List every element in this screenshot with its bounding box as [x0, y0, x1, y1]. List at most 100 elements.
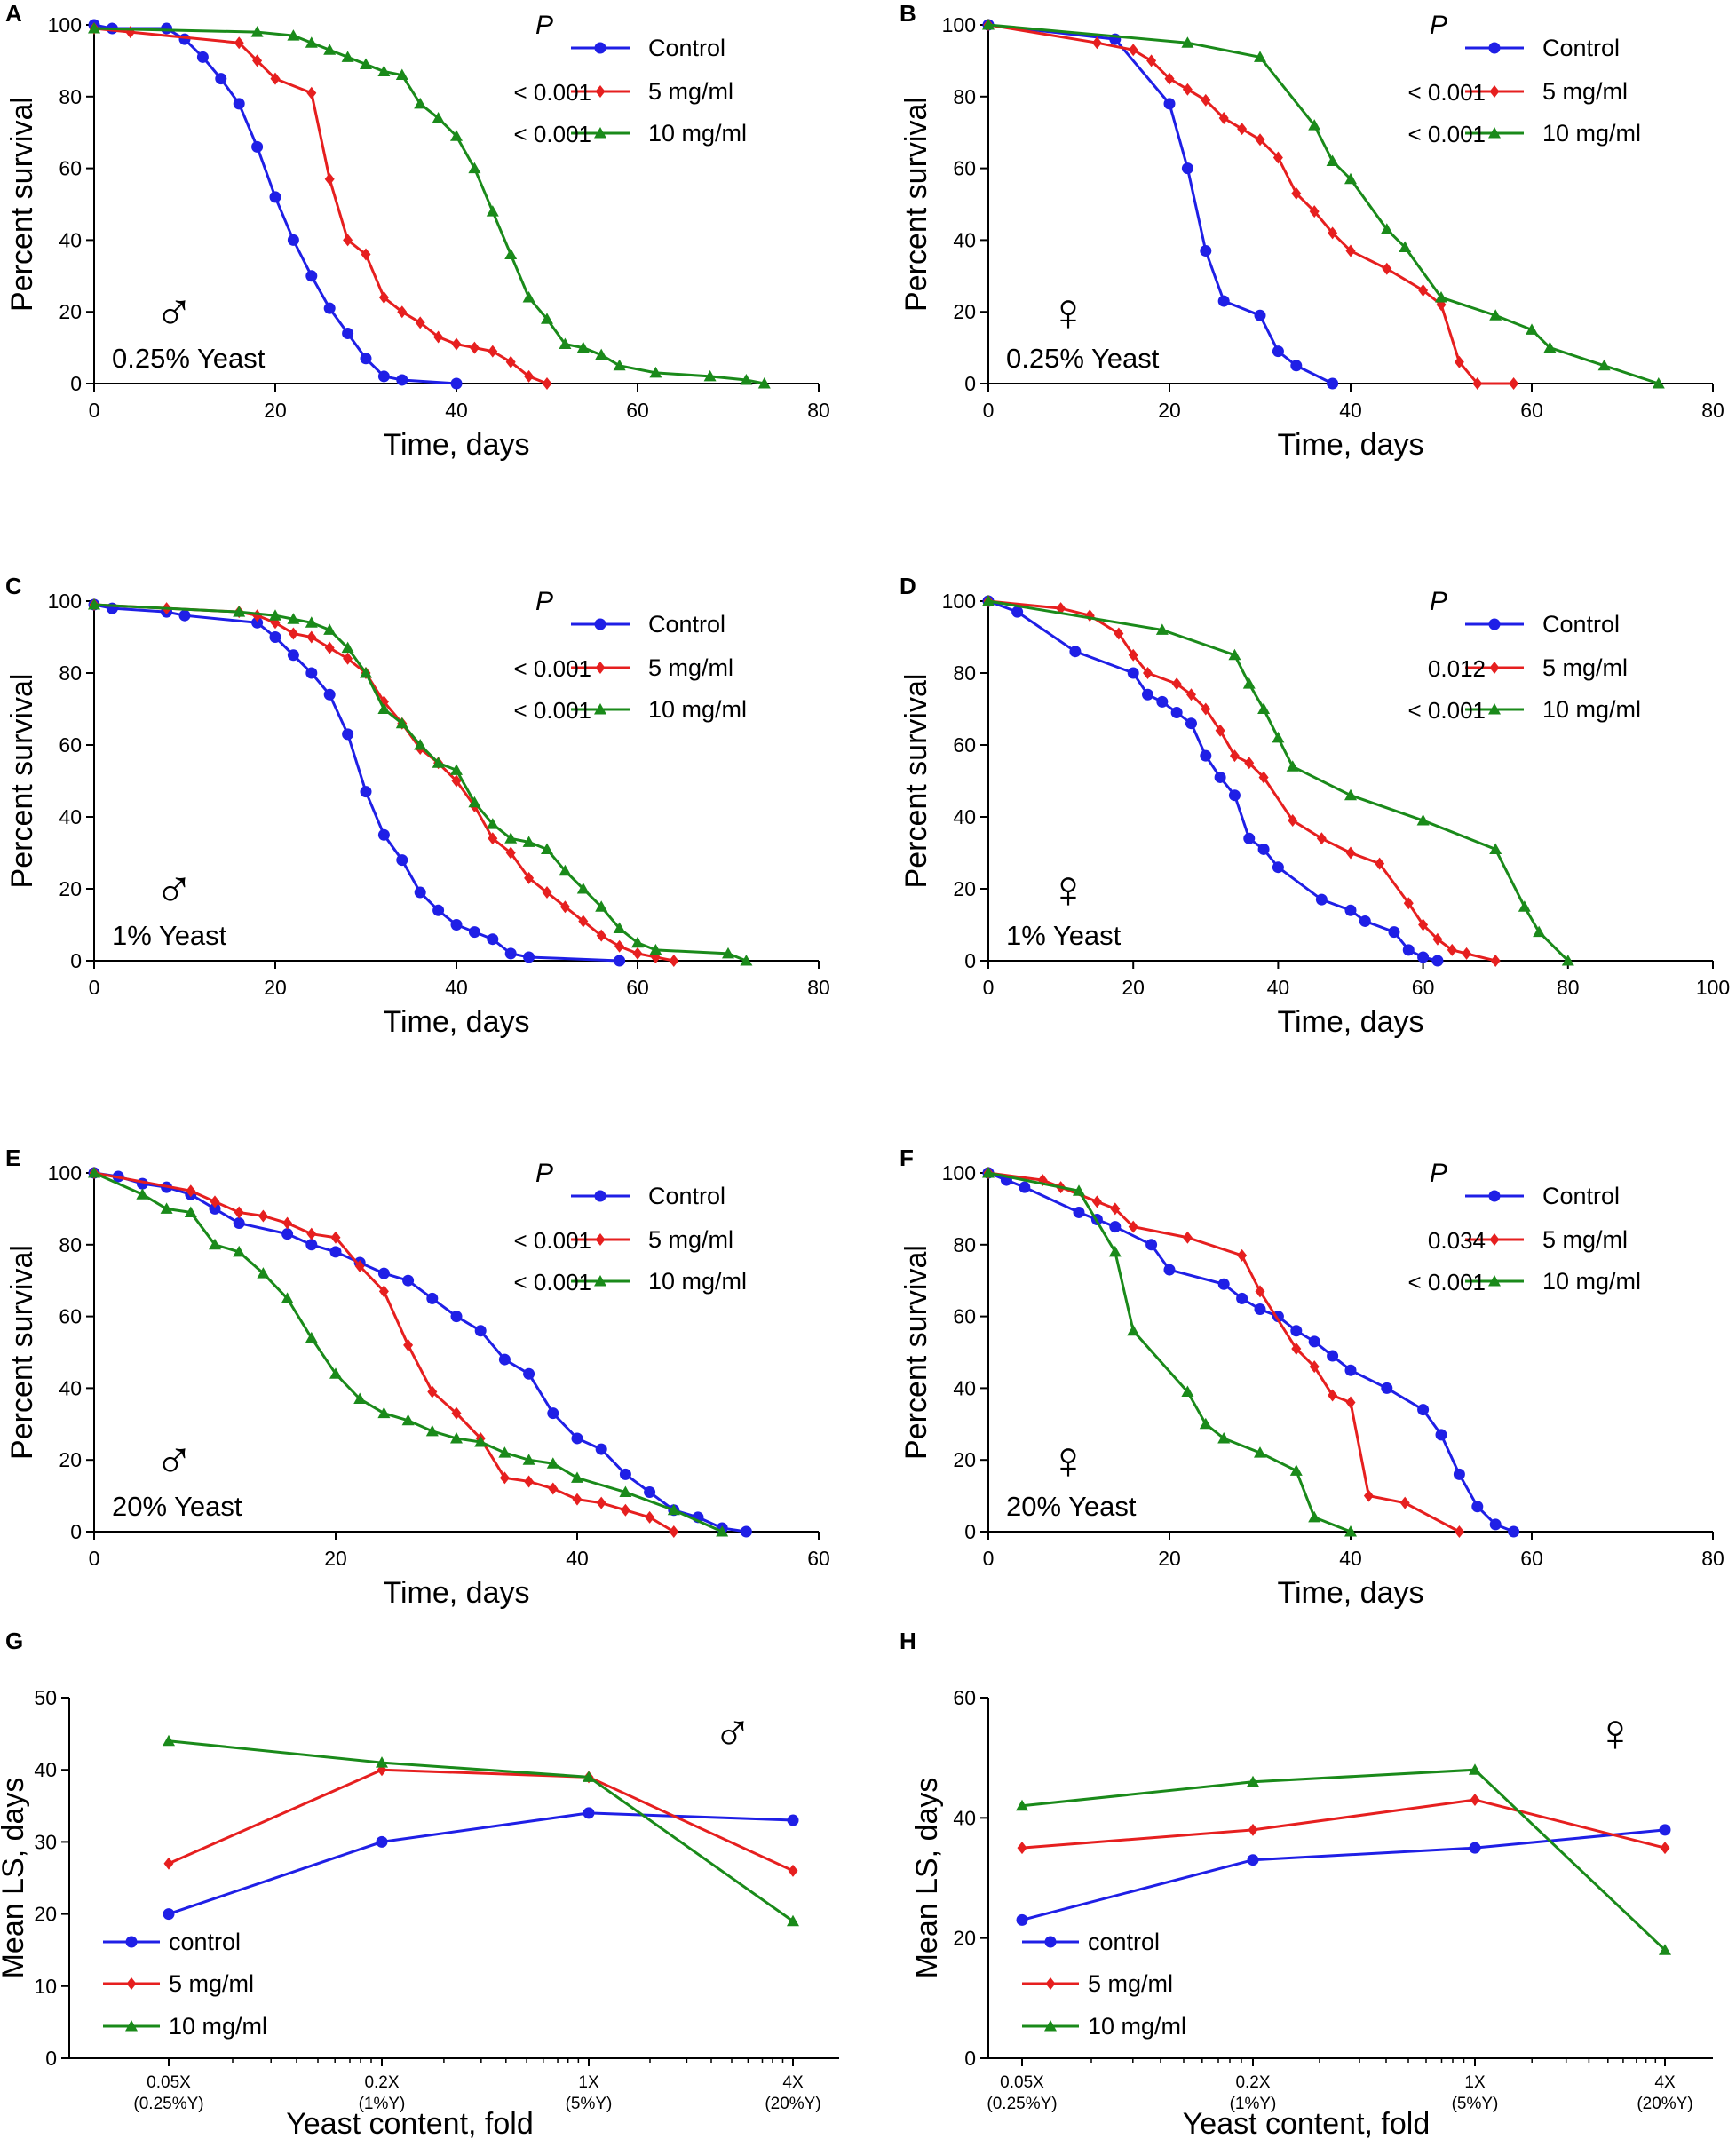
data-point: [613, 359, 626, 371]
panel-letter: B: [900, 0, 916, 27]
data-point: [703, 369, 717, 382]
data-point: [269, 191, 281, 203]
x-tick-label: 0: [983, 976, 995, 999]
data-point: [1435, 1429, 1447, 1441]
data-point: [305, 1239, 318, 1251]
x-category-sublabel: (5%Y): [1452, 2095, 1499, 2113]
data-point: [1128, 1220, 1138, 1233]
data-point: [1469, 1763, 1481, 1775]
data-point: [644, 1486, 656, 1499]
panel-letter: D: [900, 573, 916, 599]
data-point: [1182, 1231, 1193, 1244]
y-tick-label: 0: [964, 949, 976, 972]
y-tick-label: 100: [942, 590, 976, 613]
data-point: [281, 1292, 294, 1303]
panel-a: A 0 20 40 60 80 100 0 20 40 60 80 Time, days Percent …: [5, 0, 830, 462]
data-point: [161, 22, 173, 35]
pvalue-header: P: [1430, 11, 1447, 40]
data-point: [1257, 843, 1270, 855]
y-tick-label: 40: [953, 1376, 976, 1399]
data-point: [1308, 119, 1321, 131]
y-tick-label: 40: [953, 228, 976, 251]
data-point: [1164, 72, 1175, 85]
x-axis-title: Time, days: [1277, 428, 1423, 462]
data-point: [1200, 245, 1212, 257]
data-point: [1128, 44, 1138, 57]
data-point: [353, 1392, 367, 1405]
data-point: [1375, 857, 1385, 870]
data-point: [1508, 1525, 1520, 1538]
y-tick-label: 100: [942, 13, 976, 36]
x-tick-label: 40: [445, 976, 468, 999]
series-line: [168, 1768, 794, 1873]
data-point: [578, 915, 589, 928]
data-point: [163, 1908, 175, 1921]
legend-marker: [1488, 42, 1501, 54]
y-axis-title: Percent survival: [900, 674, 933, 889]
data-point: [1291, 186, 1302, 200]
diet-annotation: 0.25% Yeast: [1006, 343, 1160, 374]
data-point: [1128, 648, 1138, 662]
data-point: [1201, 702, 1211, 716]
data-point: [1363, 1489, 1374, 1502]
data-point: [450, 764, 463, 775]
data-point: [1288, 814, 1298, 828]
data-point: [1214, 771, 1226, 783]
data-point: [547, 1407, 559, 1420]
data-point: [1469, 1842, 1481, 1854]
y-tick-label: 60: [953, 157, 976, 180]
data-point: [1309, 205, 1320, 218]
data-point: [522, 836, 535, 847]
data-point: [1308, 1335, 1320, 1348]
data-point: [1471, 1501, 1484, 1513]
data-point: [1447, 943, 1457, 956]
data-point: [451, 774, 462, 788]
data-point: [1236, 1292, 1248, 1304]
data-point: [1470, 1794, 1480, 1807]
data-point: [354, 1260, 365, 1273]
data-point: [1359, 915, 1371, 927]
data-point: [377, 702, 391, 714]
data-point: [377, 828, 390, 841]
data-point: [468, 796, 481, 808]
data-point: [215, 73, 227, 85]
y-tick-label: 40: [953, 805, 976, 828]
data-point: [649, 366, 662, 378]
y-tick-label: 100: [48, 1161, 82, 1184]
pvalue: < 0.001: [514, 121, 591, 147]
data-point: [360, 353, 372, 365]
series-10-mg-ml: [163, 1734, 799, 1927]
data-point: [377, 65, 391, 77]
data-point: [787, 1814, 799, 1826]
data-point: [433, 330, 444, 344]
data-point: [88, 22, 100, 34]
data-point: [524, 1475, 535, 1488]
data-point: [1416, 814, 1430, 826]
y-tick-label: 100: [48, 13, 82, 36]
data-point: [282, 1216, 293, 1230]
x-category-label: 0.2X: [1235, 2073, 1270, 2092]
data-point: [210, 1195, 220, 1208]
data-point: [469, 341, 480, 354]
series-10-mg-ml: [982, 1167, 1357, 1537]
x-category-sublabel: (1%Y): [1230, 2095, 1277, 2113]
data-point: [669, 1525, 679, 1538]
legend-label: Control: [1542, 35, 1620, 61]
y-tick-label: 100: [942, 1161, 976, 1184]
data-point: [504, 947, 517, 960]
legend-label: Control: [1542, 1183, 1620, 1209]
data-point: [572, 1493, 583, 1506]
legend-marker: [594, 127, 606, 139]
data-point: [559, 337, 572, 350]
data-point: [163, 1734, 175, 1747]
data-point: [1345, 244, 1356, 257]
y-tick-label: 100: [48, 590, 82, 613]
data-point: [1526, 323, 1538, 335]
data-point: [341, 641, 354, 654]
data-point: [541, 313, 553, 324]
data-point: [619, 1485, 632, 1498]
x-category-sublabel: (0.25%Y): [133, 2095, 203, 2113]
x-axis-title: Time, days: [383, 428, 529, 462]
data-point: [1181, 36, 1194, 48]
x-axis-title: Time, days: [1277, 1005, 1423, 1039]
